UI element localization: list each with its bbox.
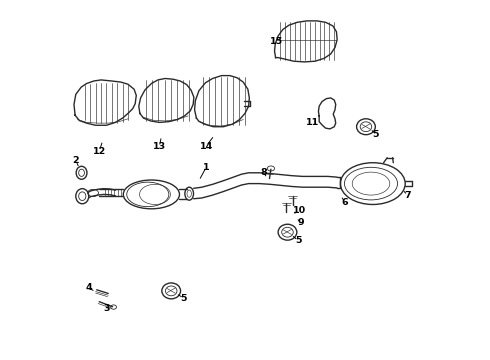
Ellipse shape — [162, 283, 180, 299]
Ellipse shape — [357, 119, 375, 135]
Text: 6: 6 — [342, 198, 348, 207]
Text: 2: 2 — [73, 156, 79, 165]
Text: 12: 12 — [93, 147, 106, 156]
Text: 8: 8 — [260, 167, 267, 176]
Text: 1: 1 — [203, 163, 209, 172]
Ellipse shape — [76, 189, 89, 204]
Text: 5: 5 — [180, 294, 187, 302]
Ellipse shape — [341, 163, 405, 204]
Ellipse shape — [76, 166, 87, 179]
Text: 5: 5 — [372, 130, 379, 139]
Text: 14: 14 — [199, 141, 213, 150]
Text: 7: 7 — [404, 191, 411, 199]
Ellipse shape — [278, 224, 297, 240]
Text: 5: 5 — [295, 236, 301, 245]
Text: 13: 13 — [153, 143, 166, 152]
Text: 9: 9 — [297, 218, 304, 227]
Text: 3: 3 — [103, 304, 110, 313]
Ellipse shape — [123, 180, 179, 209]
Text: 11: 11 — [306, 118, 319, 127]
Text: 4: 4 — [85, 284, 92, 292]
Text: 15: 15 — [270, 37, 283, 46]
Text: 10: 10 — [293, 207, 306, 215]
